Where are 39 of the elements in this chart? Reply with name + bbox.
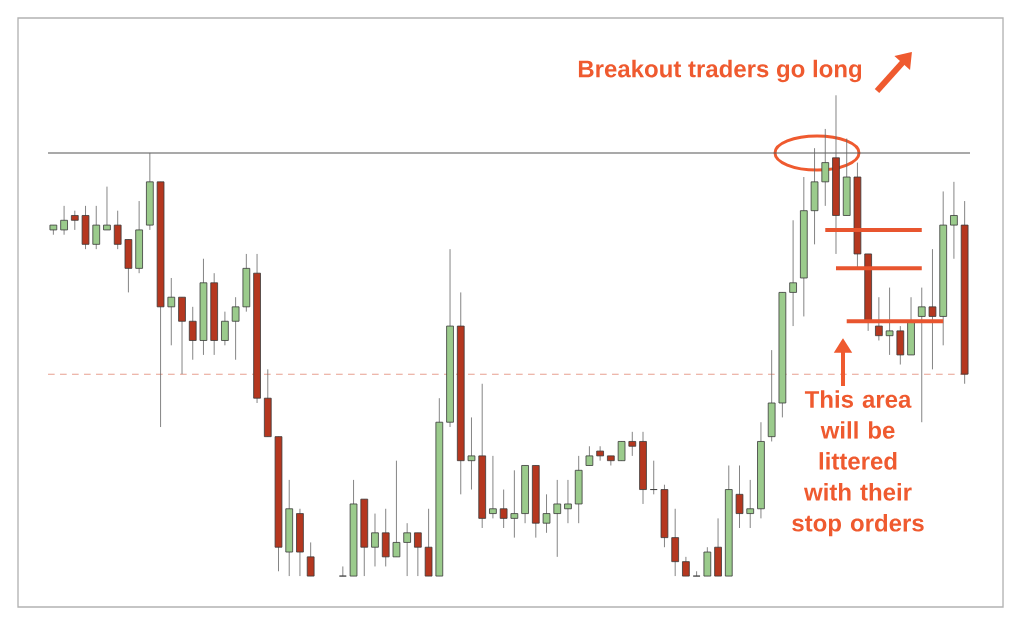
candlestick: [928, 248, 937, 370]
candlestick: [789, 219, 797, 327]
candlestick: [692, 570, 701, 577]
candlestick: [231, 296, 240, 361]
candlestick: [339, 566, 347, 577]
candlestick: [499, 489, 508, 529]
candlestick: [746, 479, 755, 529]
text: Breakout traders go long: [578, 59, 862, 83]
candlestick: [553, 479, 562, 558]
candlestick: [542, 493, 551, 534]
candlestick: [617, 441, 626, 462]
candlestick: [585, 445, 594, 466]
candlestick: [682, 556, 690, 577]
candlestick: [392, 460, 401, 558]
candlestick: [564, 479, 572, 524]
candlestick: [306, 542, 315, 577]
annotation: This area will be littered with their stop orders: [792, 390, 924, 537]
candlestick: [167, 277, 176, 346]
candlestick: [414, 532, 422, 577]
candlestick: [821, 128, 830, 207]
candlestick: [735, 465, 744, 529]
candlestick: [596, 445, 604, 462]
candlestick: [113, 210, 122, 250]
candlestick: [371, 513, 379, 567]
candlestick: [403, 522, 411, 577]
candlestick: [103, 186, 111, 231]
candlestick: [917, 287, 926, 423]
candlestick: [885, 287, 894, 356]
candlestick: [628, 431, 637, 457]
candlestick: [467, 417, 476, 490]
candlestick: [92, 205, 101, 250]
candlestick: [875, 296, 883, 341]
candlestick: [489, 455, 497, 519]
candlestick: [70, 210, 79, 231]
candlestick: [510, 469, 519, 539]
candlestick: [950, 181, 958, 260]
candlestick: [221, 311, 229, 346]
candlestick: [188, 306, 197, 361]
candlestick: [60, 205, 68, 236]
